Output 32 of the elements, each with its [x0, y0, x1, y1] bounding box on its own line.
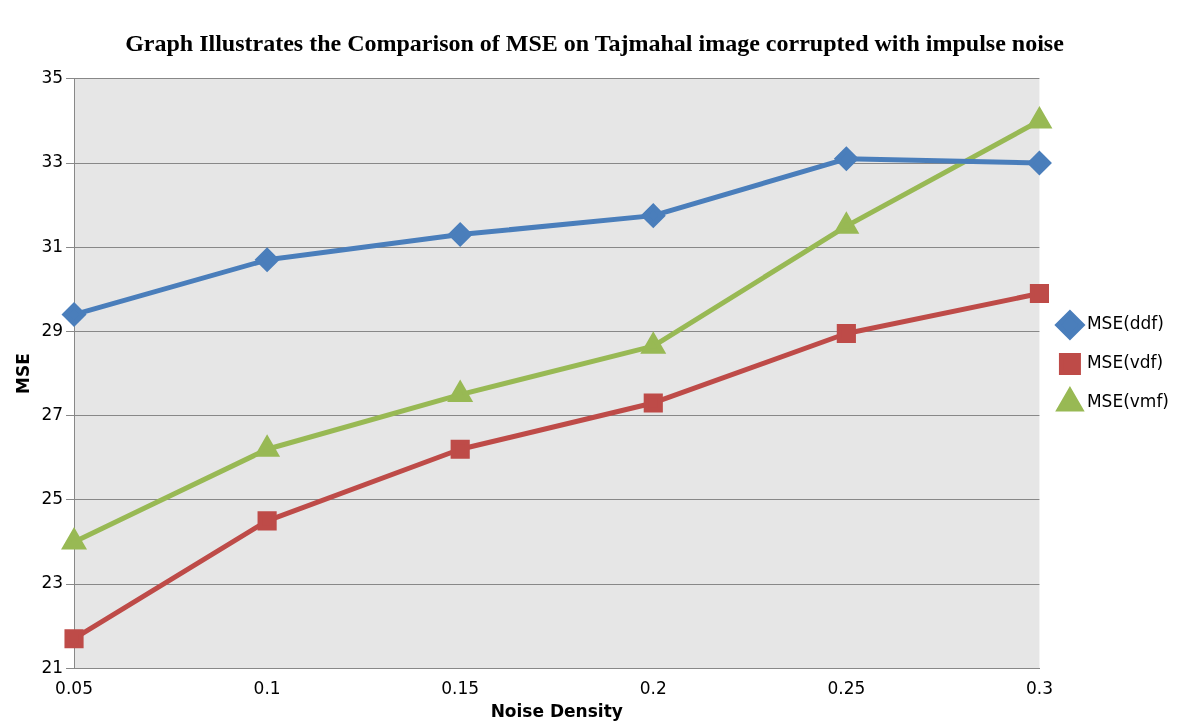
point — [255, 248, 279, 272]
y-tick-label: 27 — [41, 404, 64, 425]
x-tick-label: 0.15 — [441, 677, 480, 698]
legend-label: MSE(vmf) — [1086, 391, 1170, 412]
point — [641, 204, 665, 228]
x-axis-title: Noise Density — [490, 701, 623, 722]
legend-label: MSE(ddf) — [1086, 313, 1164, 334]
y-tick-label: 23 — [41, 572, 64, 593]
x-tick-label: 0.3 — [1025, 677, 1053, 698]
x-tick-label: 0.2 — [639, 677, 667, 698]
y-tick-label: 25 — [41, 488, 64, 509]
y-axis-title: MSE — [12, 353, 33, 394]
y-tick-label: 35 — [41, 67, 64, 88]
y-tick-label: 29 — [41, 319, 64, 340]
point — [64, 629, 84, 649]
point — [62, 303, 86, 327]
y-tick-label: 21 — [41, 656, 64, 677]
legend-label: MSE(vdf) — [1086, 352, 1164, 373]
point — [257, 511, 277, 531]
chart-title: Graph Illustrates the Comparison of MSE on Tajmahal image corrupted with impulse noise — [125, 29, 1065, 56]
point — [834, 147, 858, 171]
point — [1027, 151, 1051, 175]
y-tick-label: 33 — [41, 151, 64, 172]
x-tick-label: 0.05 — [55, 677, 93, 698]
y-tick-label: 31 — [41, 235, 64, 256]
x-tick-label: 0.25 — [827, 677, 866, 698]
point — [448, 223, 472, 247]
x-tick-label: 0.1 — [253, 677, 281, 698]
point — [643, 393, 663, 413]
point — [450, 439, 470, 459]
point — [1029, 283, 1049, 304]
point — [836, 323, 856, 344]
